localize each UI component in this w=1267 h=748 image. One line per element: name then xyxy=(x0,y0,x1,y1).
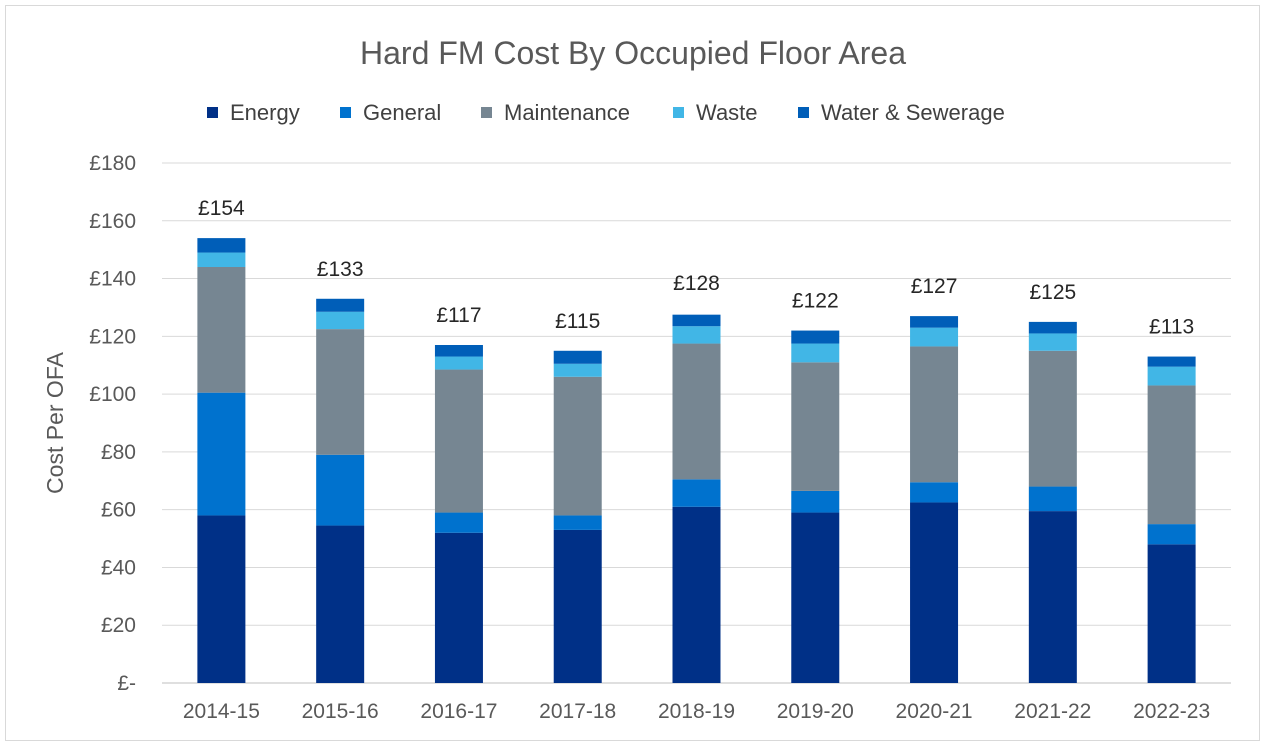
bar-segment-water-sewerage xyxy=(316,298,365,312)
bar-segment-maintenance xyxy=(553,376,602,516)
bar-segment-maintenance xyxy=(672,343,721,480)
bar-segment-energy xyxy=(791,512,840,683)
bar-segment-maintenance xyxy=(1147,385,1196,525)
total-data-label: £125 xyxy=(1029,281,1076,304)
bar-segment-energy xyxy=(1147,544,1196,683)
legend-swatch xyxy=(207,107,218,118)
total-data-label: £115 xyxy=(555,310,600,333)
total-data-label: £133 xyxy=(317,258,364,281)
y-tick-label: £120 xyxy=(89,325,136,348)
y-tick-label: £100 xyxy=(89,383,136,406)
x-tick-label: 2021-22 xyxy=(1014,700,1091,723)
bar-segment-waste xyxy=(1028,333,1077,351)
bar-segment-maintenance xyxy=(791,362,840,491)
legend-swatch xyxy=(481,107,492,118)
x-axis-ticks: 2014-15 2015-16 2016-17 2017-18 2018-19 2019-… xyxy=(183,700,1210,723)
bar-segment-waste xyxy=(434,356,483,370)
y-tick-label: £40 xyxy=(101,556,136,579)
bar-segment-general xyxy=(316,454,365,526)
y-tick-label: £60 xyxy=(101,499,136,522)
legend-label: General xyxy=(363,100,441,125)
bar-segment-general xyxy=(434,512,483,533)
bar-segment-water-sewerage xyxy=(1147,356,1196,367)
legend-swatch xyxy=(798,107,809,118)
bar-segment-general xyxy=(791,490,840,513)
x-tick-label: 2019-20 xyxy=(777,700,854,723)
bar-segment-general xyxy=(553,515,602,530)
bar-segment-waste xyxy=(197,252,246,267)
bar-segment-energy xyxy=(434,532,483,683)
total-data-labels: £154 £133 £117 £115 £128 £122 £127 £125 £113 xyxy=(198,197,1194,338)
bar-segment-maintenance xyxy=(1028,350,1077,487)
legend-label: Energy xyxy=(230,100,300,125)
y-axis-ticks: £- £20 £40 £60 £80 £100 £120 £140 £160 £180 xyxy=(89,152,136,695)
legend-label: Water & Sewerage xyxy=(821,100,1005,125)
legend-label: Maintenance xyxy=(504,100,630,125)
total-data-label: £117 xyxy=(436,304,481,327)
bar-segment-waste xyxy=(672,326,721,344)
bar-segment-general xyxy=(197,392,246,516)
bar-segment-energy xyxy=(197,515,246,683)
x-tick-label: 2022-23 xyxy=(1133,700,1210,723)
bar-segment-water-sewerage xyxy=(1028,321,1077,334)
total-data-label: £122 xyxy=(792,290,839,313)
bar-segment-waste xyxy=(553,363,602,377)
bar-segment-water-sewerage xyxy=(791,330,840,344)
chart-title: Hard FM Cost By Occupied Floor Area xyxy=(360,35,906,71)
x-tick-label: 2016-17 xyxy=(420,700,497,723)
bar-segment-maintenance xyxy=(316,329,365,455)
bar-segment-energy xyxy=(1028,511,1077,683)
bar-segment-maintenance xyxy=(434,369,483,513)
y-tick-label: £180 xyxy=(89,152,136,175)
bar-segment-waste xyxy=(316,311,365,330)
total-data-label: £113 xyxy=(1149,316,1194,339)
y-tick-label: £80 xyxy=(101,441,136,464)
legend: Energy General Maintenance Waste Water & Sew… xyxy=(207,100,1005,125)
bar-segment-waste xyxy=(1147,366,1196,386)
x-tick-label: 2014-15 xyxy=(183,700,260,723)
bar-segment-maintenance xyxy=(197,267,246,393)
bar-segment-energy xyxy=(910,502,959,683)
total-data-label: £127 xyxy=(911,275,958,298)
bar-segment-water-sewerage xyxy=(672,314,721,327)
bar-segment-energy xyxy=(316,525,365,683)
bar-segment-general xyxy=(672,479,721,507)
bar-segment-energy xyxy=(553,529,602,683)
x-tick-label: 2015-16 xyxy=(302,700,379,723)
x-tick-label: 2017-18 xyxy=(539,700,616,723)
bar-segment-maintenance xyxy=(910,346,959,483)
legend-swatch xyxy=(673,107,684,118)
total-data-label: £154 xyxy=(198,197,245,220)
bar-segment-water-sewerage xyxy=(197,238,246,253)
bar-segment-waste xyxy=(910,327,959,347)
y-tick-label: £160 xyxy=(89,210,136,233)
bar-segment-general xyxy=(1028,486,1077,512)
bar-segment-general xyxy=(1147,524,1196,545)
legend-label: Waste xyxy=(696,100,758,125)
total-data-label: £128 xyxy=(673,272,720,295)
bar-segment-water-sewerage xyxy=(553,350,602,364)
bar-segment-general xyxy=(910,482,959,503)
bar-segment-water-sewerage xyxy=(910,316,959,328)
y-tick-label: £- xyxy=(117,672,136,695)
bars xyxy=(197,238,1196,683)
x-tick-label: 2018-19 xyxy=(658,700,735,723)
bar-segment-waste xyxy=(791,343,840,363)
bar-segment-water-sewerage xyxy=(434,345,483,357)
y-tick-label: £140 xyxy=(89,268,136,291)
legend-swatch xyxy=(340,107,351,118)
y-tick-label: £20 xyxy=(101,614,136,637)
bar-segment-energy xyxy=(672,506,721,683)
y-axis-label: Cost Per OFA xyxy=(42,351,68,494)
x-tick-label: 2020-21 xyxy=(896,700,973,723)
